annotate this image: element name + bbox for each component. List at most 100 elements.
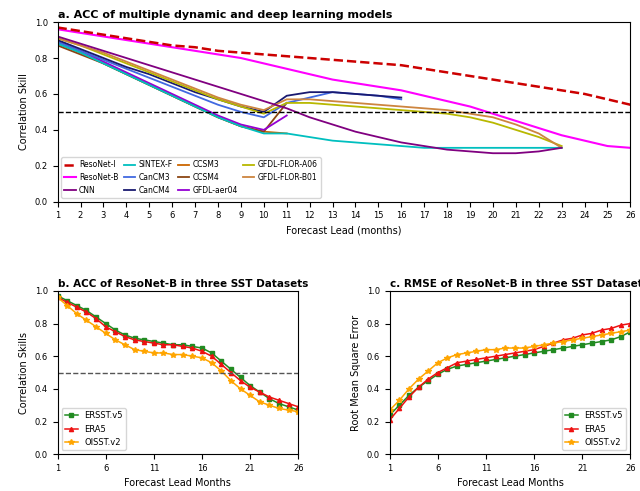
ResoNet-I <box>535 84 543 90</box>
OISST.v2 <box>54 295 61 300</box>
SINTEX-F <box>558 145 566 151</box>
ResoNet-I <box>329 57 337 63</box>
ERA5 <box>598 327 605 333</box>
ResoNet-B <box>397 87 405 93</box>
CNN <box>191 77 199 82</box>
ResoNet-I <box>100 32 108 38</box>
OISST.v2 <box>511 345 518 351</box>
Text: a. ACC of multiple dynamic and deep learning models: a. ACC of multiple dynamic and deep lear… <box>58 10 392 20</box>
SINTEX-F <box>168 93 176 99</box>
ResoNet-I <box>466 73 474 79</box>
CNN <box>420 143 428 149</box>
OISST.v2 <box>73 311 81 317</box>
ERSST.v5 <box>463 361 470 367</box>
ResoNet-I <box>168 43 176 49</box>
SINTEX-F <box>466 145 474 151</box>
Y-axis label: Correlation Skills: Correlation Skills <box>19 331 29 413</box>
SINTEX-F <box>351 139 359 145</box>
GFDL-FLOR-A06 <box>420 109 428 115</box>
CNN <box>512 150 520 156</box>
GFDL-FLOR-A06 <box>237 104 244 109</box>
SINTEX-F <box>237 123 244 129</box>
CCSM4 <box>54 43 61 49</box>
GFDL-FLOR-A06 <box>374 106 382 111</box>
ERSST.v5 <box>405 392 413 398</box>
ERA5 <box>424 376 432 382</box>
ERA5 <box>285 401 292 407</box>
GFDL-FLOR-B01 <box>54 35 61 41</box>
CanCM4 <box>374 93 382 99</box>
ERA5 <box>83 309 90 315</box>
Line: CanCM3: CanCM3 <box>58 42 401 117</box>
ERSST.v5 <box>531 350 538 356</box>
SINTEX-F <box>397 143 405 149</box>
ResoNet-I <box>306 55 314 61</box>
CNN <box>374 134 382 140</box>
GFDL-FLOR-B01 <box>397 104 405 109</box>
ERA5 <box>189 345 196 351</box>
Line: GFDL-aer04: GFDL-aer04 <box>58 42 287 130</box>
ERA5 <box>540 343 548 349</box>
GFDL-aer04 <box>283 112 291 118</box>
CanCM4 <box>168 80 176 86</box>
CanCM3 <box>191 93 199 99</box>
GFDL-aer04 <box>237 122 244 128</box>
GFDL-FLOR-B01 <box>329 98 337 104</box>
X-axis label: Forecast Lead Months: Forecast Lead Months <box>125 478 232 489</box>
Y-axis label: Root Mean Square Error: Root Mean Square Error <box>351 314 361 431</box>
Line: GFDL-FLOR-A06: GFDL-FLOR-A06 <box>58 38 562 146</box>
ERA5 <box>482 355 490 361</box>
OISST.v2 <box>405 386 413 392</box>
CCSM4 <box>77 52 84 57</box>
OISST.v2 <box>627 327 634 333</box>
GFDL-FLOR-B01 <box>77 43 84 49</box>
ERSST.v5 <box>444 366 451 372</box>
OISST.v2 <box>617 329 625 335</box>
ERA5 <box>521 348 529 354</box>
ResoNet-B <box>237 55 244 61</box>
GFDL-FLOR-B01 <box>535 131 543 136</box>
ERSST.v5 <box>73 302 81 308</box>
ResoNet-B <box>374 84 382 90</box>
CNN <box>351 129 359 135</box>
ERSST.v5 <box>294 407 302 413</box>
GFDL-FLOR-A06 <box>191 87 199 93</box>
Line: ResoNet-B: ResoNet-B <box>58 29 630 148</box>
ResoNet-B <box>260 60 268 66</box>
CCSM4 <box>168 93 176 99</box>
ResoNet-I <box>604 96 611 102</box>
ResoNet-B <box>466 104 474 109</box>
CNN <box>237 91 244 97</box>
SINTEX-F <box>100 60 108 66</box>
ResoNet-I <box>351 58 359 64</box>
ERSST.v5 <box>246 382 254 388</box>
CanCM3 <box>351 91 359 97</box>
ResoNet-B <box>627 145 634 151</box>
CNN <box>168 69 176 75</box>
ERSST.v5 <box>627 329 634 335</box>
ERSST.v5 <box>63 298 71 303</box>
OISST.v2 <box>424 368 432 374</box>
GFDL-aer04 <box>191 102 199 108</box>
GFDL-aer04 <box>54 39 61 45</box>
ERSST.v5 <box>482 358 490 364</box>
ERSST.v5 <box>159 340 167 346</box>
SINTEX-F <box>489 145 497 151</box>
CNN <box>397 139 405 145</box>
CanCM4 <box>329 89 337 95</box>
CanCM3 <box>374 93 382 99</box>
GFDL-FLOR-B01 <box>100 50 108 55</box>
OISST.v2 <box>294 409 302 415</box>
ResoNet-B <box>168 44 176 50</box>
SINTEX-F <box>145 82 153 88</box>
CanCM4 <box>214 96 222 102</box>
ResoNet-I <box>145 39 153 45</box>
GFDL-FLOR-B01 <box>283 96 291 102</box>
ResoNet-I <box>214 48 222 54</box>
GFDL-FLOR-A06 <box>77 43 84 49</box>
ERSST.v5 <box>218 358 225 364</box>
ERA5 <box>170 342 177 348</box>
ERSST.v5 <box>121 332 129 338</box>
ERSST.v5 <box>266 396 273 402</box>
ERA5 <box>208 353 216 359</box>
